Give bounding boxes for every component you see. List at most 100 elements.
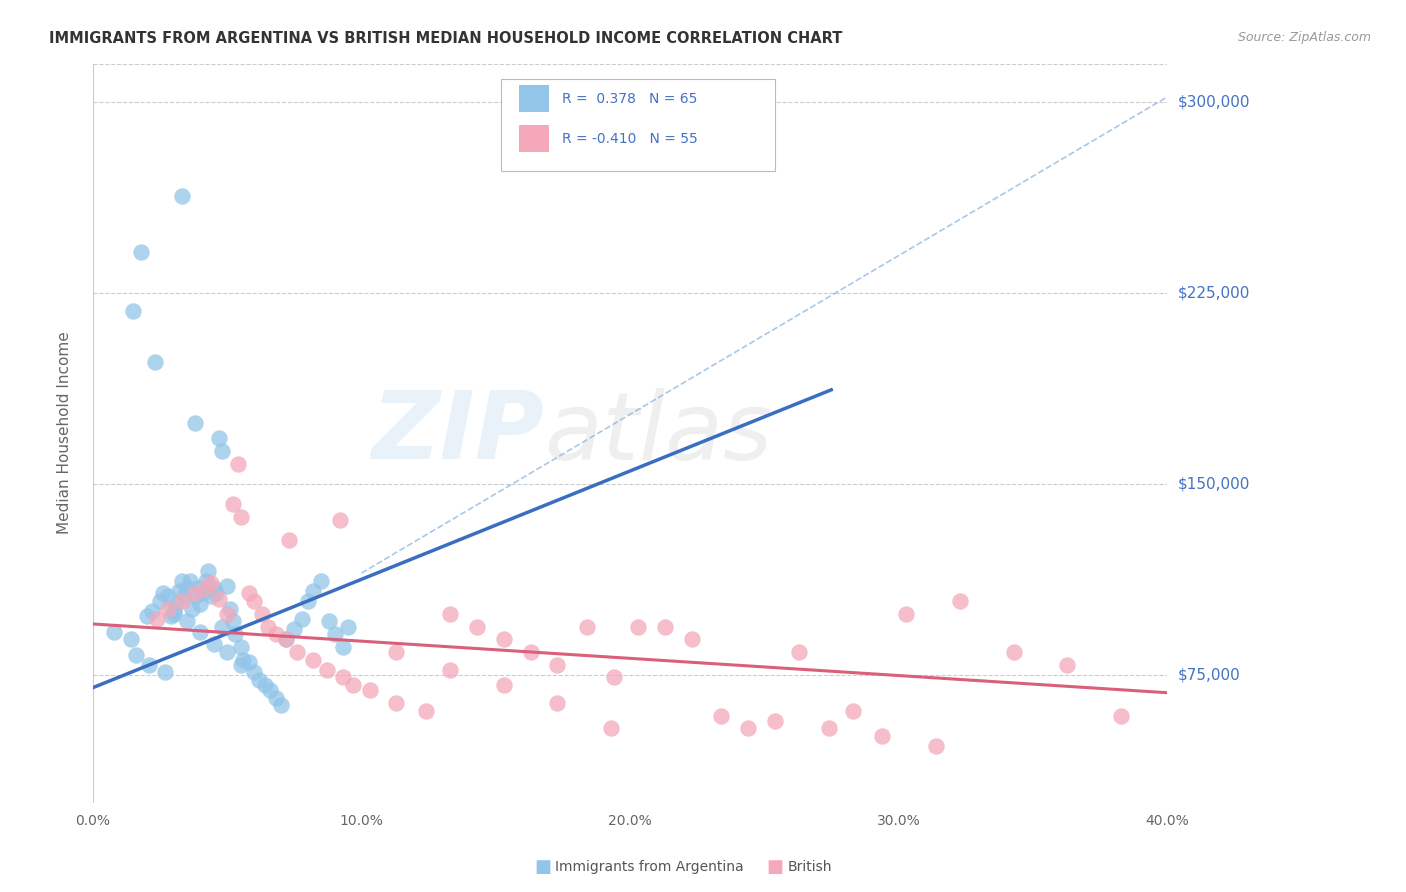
Text: atlas: atlas: [544, 388, 772, 479]
Text: $75,000: $75,000: [1178, 667, 1240, 682]
Point: [546, 696, 568, 710]
Text: $150,000: $150,000: [1178, 476, 1250, 491]
Point: [229, 657, 252, 672]
Point: [103, 624, 125, 639]
Point: [143, 355, 166, 369]
Text: Immigrants from Argentina: Immigrants from Argentina: [555, 860, 744, 874]
Point: [217, 607, 239, 621]
Point: [179, 574, 201, 588]
Point: [155, 665, 177, 680]
Point: [285, 645, 308, 659]
Point: [138, 657, 160, 672]
Point: [152, 586, 174, 600]
Text: $225,000: $225,000: [1178, 285, 1250, 301]
Point: [1109, 708, 1132, 723]
Point: [253, 678, 276, 692]
Point: [546, 657, 568, 672]
Point: [170, 189, 193, 203]
Y-axis label: Median Household Income: Median Household Income: [58, 332, 72, 534]
Point: [221, 615, 243, 629]
Point: [208, 591, 231, 606]
Point: [359, 683, 381, 698]
Point: [654, 619, 676, 633]
Point: [600, 722, 623, 736]
Point: [342, 678, 364, 692]
Point: [439, 663, 461, 677]
Point: [149, 594, 172, 608]
Point: [211, 444, 233, 458]
Point: [681, 632, 703, 647]
Point: [221, 497, 243, 511]
Point: [817, 722, 839, 736]
Point: [157, 589, 180, 603]
Point: [202, 637, 225, 651]
Point: [135, 609, 157, 624]
Point: [194, 582, 217, 596]
Point: [250, 607, 273, 621]
Text: R =  0.378   N = 65: R = 0.378 N = 65: [562, 92, 697, 106]
Point: [243, 594, 266, 608]
FancyBboxPatch shape: [519, 86, 550, 112]
FancyBboxPatch shape: [501, 78, 775, 171]
Point: [309, 574, 332, 588]
Point: [160, 609, 183, 624]
Point: [176, 615, 198, 629]
Point: [184, 416, 207, 430]
Point: [627, 619, 650, 633]
Text: R = -0.410   N = 55: R = -0.410 N = 55: [562, 132, 697, 145]
Point: [519, 645, 541, 659]
Point: [439, 607, 461, 621]
Point: [229, 640, 252, 654]
Point: [176, 582, 198, 596]
Point: [276, 632, 298, 647]
Point: [415, 704, 437, 718]
Point: [120, 632, 142, 647]
Point: [710, 708, 733, 723]
Point: [492, 678, 515, 692]
Point: [332, 670, 354, 684]
Point: [173, 589, 195, 603]
Point: [184, 589, 207, 603]
Point: [278, 533, 301, 547]
Point: [896, 607, 918, 621]
Point: [165, 597, 187, 611]
Point: [302, 652, 325, 666]
Point: [226, 457, 249, 471]
Point: [302, 583, 325, 598]
Point: [125, 648, 148, 662]
Point: [337, 619, 360, 633]
Point: [385, 645, 408, 659]
Point: [787, 645, 810, 659]
Point: [200, 576, 222, 591]
Point: [737, 722, 759, 736]
Point: [465, 619, 488, 633]
Point: [232, 652, 254, 666]
Point: [217, 579, 239, 593]
Point: [385, 696, 408, 710]
Point: [170, 594, 193, 608]
Point: [191, 586, 214, 600]
Point: [238, 586, 260, 600]
Point: [925, 739, 948, 753]
Point: [224, 627, 246, 641]
Point: [332, 640, 354, 654]
Point: [181, 601, 204, 615]
Point: [122, 304, 145, 318]
Point: [315, 663, 337, 677]
Point: [184, 586, 207, 600]
Point: [157, 601, 180, 615]
FancyBboxPatch shape: [519, 125, 550, 153]
Point: [841, 704, 863, 718]
Point: [162, 604, 184, 618]
Point: [1002, 645, 1025, 659]
Text: IMMIGRANTS FROM ARGENTINA VS BRITISH MEDIAN HOUSEHOLD INCOME CORRELATION CHART: IMMIGRANTS FROM ARGENTINA VS BRITISH MED…: [49, 31, 842, 46]
Point: [217, 645, 239, 659]
Point: [763, 714, 786, 728]
Point: [297, 594, 319, 608]
Point: [131, 245, 153, 260]
Point: [603, 670, 626, 684]
Text: ■: ■: [766, 858, 783, 876]
Point: [190, 597, 212, 611]
Point: [249, 673, 271, 687]
Point: [329, 513, 352, 527]
